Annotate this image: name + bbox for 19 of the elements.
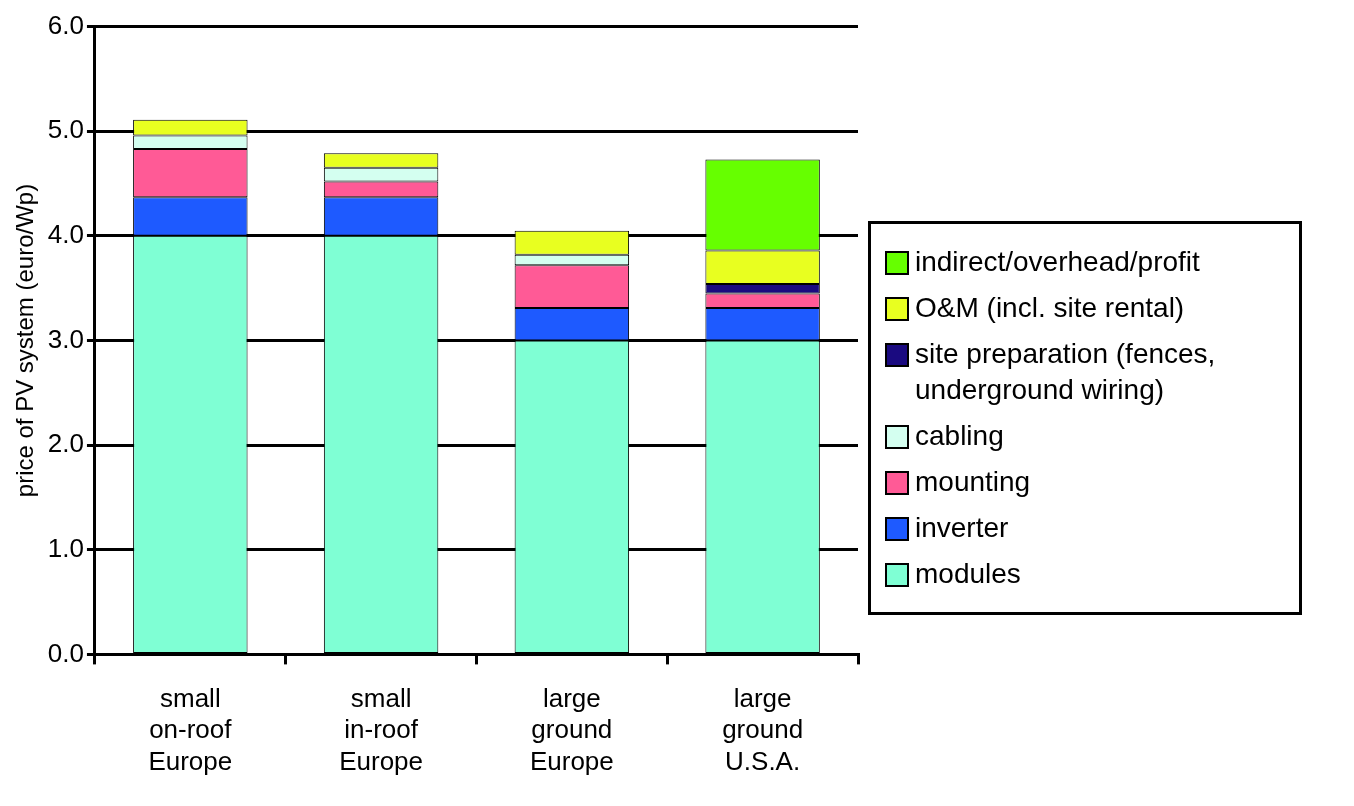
x-tick-label: small on-roof Europe (148, 683, 233, 776)
y-tick-label: 0.0 (47, 637, 84, 668)
y-axis-title: price of PV system (euro/Wp) (11, 183, 39, 498)
y-tick-label: 1.0 (47, 532, 84, 563)
legend-label: O&M (incl. site rental) (915, 291, 1185, 325)
legend-label: modules (915, 557, 1021, 591)
legend-label: site preparation (fences, underground wiring) (915, 337, 1217, 407)
x-tick-label: large ground Europe (529, 683, 614, 776)
y-tick-label: 2.0 (47, 428, 84, 459)
y-tick-label: 4.0 (47, 219, 84, 250)
x-tick-label: small in-roof Europe (339, 683, 424, 776)
y-tick-label: 5.0 (47, 114, 84, 145)
y-tick-label: 3.0 (47, 323, 84, 354)
legend-label: cabling (915, 419, 1004, 453)
legend-label: mounting (915, 465, 1031, 499)
legend-label: indirect/overhead/profit (915, 245, 1200, 279)
y-tick-label: 6.0 (47, 9, 84, 40)
legend-label: inverter (915, 511, 1009, 545)
x-tick-label: large ground U.S.A. (722, 683, 804, 776)
